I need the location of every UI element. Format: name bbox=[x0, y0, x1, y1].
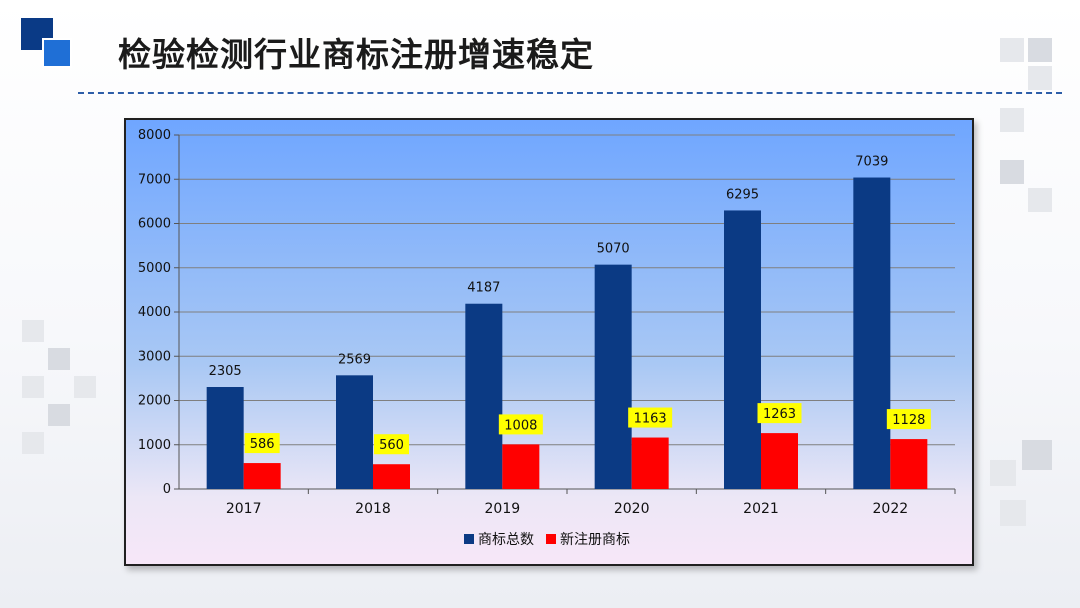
chart-panel: 0 1000 2000 3000 4000 5000 6000 7000 8000 2017 230… bbox=[124, 118, 974, 566]
bar-new bbox=[243, 463, 281, 489]
bar-new bbox=[890, 439, 928, 489]
decor-square bbox=[1028, 66, 1052, 90]
data-label-new: 560 bbox=[379, 438, 404, 453]
data-label-total: 2569 bbox=[338, 352, 371, 367]
data-label-total: 2305 bbox=[209, 364, 242, 379]
legend-label-new: 新注册商标 bbox=[560, 532, 630, 548]
decor-square bbox=[990, 460, 1016, 486]
decor-square bbox=[1022, 440, 1052, 470]
bar-total bbox=[206, 387, 244, 489]
y-tick-label: 3000 bbox=[138, 349, 171, 364]
legend-swatch-new bbox=[546, 534, 556, 544]
data-label-new: 586 bbox=[250, 437, 275, 452]
data-label-new: 1008 bbox=[504, 418, 537, 433]
decor-square bbox=[22, 432, 44, 454]
data-label-bg-new bbox=[628, 407, 673, 428]
y-tick-label: 4000 bbox=[138, 305, 171, 320]
decor-square bbox=[1000, 38, 1024, 62]
y-tick-label: 6000 bbox=[138, 217, 171, 232]
data-label-new: 1128 bbox=[892, 413, 925, 428]
x-tick-label: 2019 bbox=[485, 501, 521, 517]
bar-total bbox=[336, 375, 373, 489]
decor-square bbox=[1000, 108, 1024, 132]
x-tick-label: 2020 bbox=[614, 501, 650, 517]
data-label-total: 4187 bbox=[467, 281, 500, 296]
decor-square bbox=[1000, 500, 1026, 526]
legend-swatch-total bbox=[464, 534, 474, 544]
decor-square bbox=[1000, 160, 1024, 184]
decor-square bbox=[22, 376, 44, 398]
decor-square bbox=[48, 348, 70, 370]
decor-square bbox=[22, 320, 44, 342]
decor-square bbox=[1028, 188, 1052, 212]
data-label-total: 6295 bbox=[726, 187, 759, 202]
data-label-total: 7039 bbox=[855, 155, 888, 170]
decor-square bbox=[48, 404, 70, 426]
x-tick-label: 2021 bbox=[743, 501, 779, 517]
y-tick-label: 5000 bbox=[138, 261, 171, 276]
bar-new bbox=[761, 433, 798, 489]
data-label-new: 1163 bbox=[634, 412, 667, 427]
y-tick-label: 7000 bbox=[138, 172, 171, 187]
data-label-bg-new bbox=[757, 403, 802, 424]
x-tick-label: 2017 bbox=[226, 501, 262, 517]
y-tick-label: 1000 bbox=[138, 438, 171, 453]
legend-label-total: 商标总数 bbox=[478, 532, 534, 548]
data-label-bg-new bbox=[886, 409, 931, 430]
bar-total bbox=[594, 264, 632, 489]
data-label-new: 1263 bbox=[763, 407, 796, 422]
bar-new bbox=[373, 464, 410, 489]
logo-square-light bbox=[42, 38, 72, 68]
title-divider bbox=[78, 92, 1062, 94]
y-tick-label: 0 bbox=[163, 482, 171, 497]
bar-chart: 0 1000 2000 3000 4000 5000 6000 7000 8000 2017 230… bbox=[138, 128, 956, 548]
data-label-bg-new bbox=[374, 434, 409, 455]
page-title: 检验检测行业商标注册增速稳定 bbox=[118, 35, 594, 74]
x-tick-label: 2022 bbox=[873, 501, 909, 517]
data-label-bg-new bbox=[498, 414, 543, 435]
bar-total bbox=[724, 210, 761, 489]
bar-total bbox=[465, 303, 503, 489]
x-tick-label: 2018 bbox=[355, 501, 391, 517]
data-label-total: 5070 bbox=[597, 242, 630, 257]
y-tick-label: 8000 bbox=[138, 128, 171, 143]
bar-new bbox=[631, 437, 669, 489]
bar-total bbox=[853, 177, 891, 490]
y-tick-label: 2000 bbox=[138, 394, 171, 409]
bar-new bbox=[502, 444, 540, 489]
decor-square bbox=[1028, 38, 1052, 62]
data-label-bg-new bbox=[244, 433, 280, 454]
decor-square bbox=[74, 376, 96, 398]
